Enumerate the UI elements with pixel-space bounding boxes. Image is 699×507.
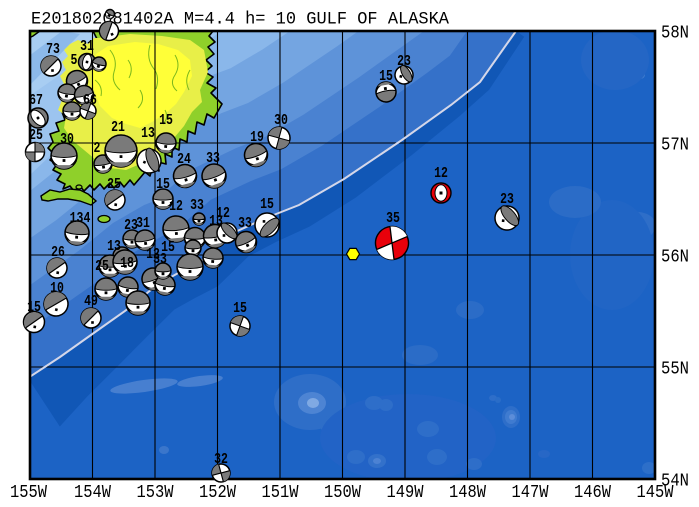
- svg-text:145W: 145W: [637, 483, 674, 503]
- svg-text:12: 12: [146, 247, 160, 263]
- svg-text:25: 25: [95, 259, 109, 275]
- svg-text:13: 13: [107, 239, 121, 255]
- svg-text:32: 32: [214, 452, 228, 468]
- svg-text:152W: 152W: [199, 483, 236, 503]
- svg-text:15: 15: [27, 300, 41, 316]
- svg-text:26: 26: [51, 245, 65, 261]
- svg-text:58N: 58N: [661, 24, 689, 44]
- svg-text:15: 15: [379, 69, 393, 85]
- svg-text:15: 15: [260, 197, 274, 213]
- svg-text:25: 25: [29, 128, 43, 144]
- svg-text:56N: 56N: [661, 248, 689, 268]
- svg-text:15: 15: [161, 240, 175, 256]
- svg-text:12: 12: [216, 206, 230, 222]
- svg-text:155W: 155W: [10, 483, 47, 503]
- svg-text:18: 18: [120, 256, 134, 272]
- svg-text:148W: 148W: [449, 483, 486, 503]
- svg-text:33: 33: [206, 151, 220, 167]
- svg-text:73: 73: [46, 42, 60, 58]
- svg-text:12: 12: [169, 199, 183, 215]
- svg-text:30: 30: [60, 132, 74, 148]
- svg-text:57N: 57N: [661, 136, 689, 156]
- svg-text:33: 33: [190, 198, 204, 214]
- svg-text:55N: 55N: [661, 360, 689, 380]
- svg-text:E201802081402A M=4.4 h= 10 GU: E201802081402A M=4.4 h= 10 GULF OF ALASK…: [31, 10, 449, 30]
- svg-text:149W: 149W: [387, 483, 424, 503]
- svg-text:146W: 146W: [574, 483, 611, 503]
- svg-text:30: 30: [274, 113, 288, 129]
- svg-text:10: 10: [50, 281, 64, 297]
- svg-text:12: 12: [434, 166, 448, 182]
- svg-text:31: 31: [136, 216, 150, 232]
- svg-text:154W: 154W: [74, 483, 111, 503]
- svg-text:5: 5: [71, 53, 78, 69]
- svg-text:23: 23: [124, 218, 138, 234]
- svg-text:15: 15: [159, 113, 173, 129]
- svg-text:15: 15: [233, 301, 247, 317]
- svg-text:24: 24: [177, 152, 191, 168]
- svg-text:25: 25: [107, 177, 121, 193]
- svg-text:23: 23: [500, 192, 514, 208]
- svg-text:33: 33: [238, 216, 252, 232]
- svg-text:134: 134: [70, 211, 91, 227]
- svg-text:151W: 151W: [262, 483, 299, 503]
- svg-text:150W: 150W: [324, 483, 361, 503]
- svg-text:66: 66: [83, 93, 97, 109]
- svg-text:19: 19: [250, 130, 264, 146]
- svg-text:67: 67: [29, 93, 43, 109]
- svg-text:2: 2: [94, 141, 101, 157]
- svg-text:15: 15: [156, 177, 170, 193]
- svg-text:35: 35: [386, 211, 400, 227]
- svg-text:147W: 147W: [512, 483, 549, 503]
- svg-text:13: 13: [209, 214, 223, 230]
- svg-text:49: 49: [84, 294, 98, 310]
- svg-text:31: 31: [80, 39, 94, 55]
- svg-text:13: 13: [141, 126, 155, 142]
- svg-text:33: 33: [153, 252, 167, 268]
- svg-text:153W: 153W: [137, 483, 174, 503]
- svg-text:54N: 54N: [661, 472, 689, 492]
- svg-text:23: 23: [397, 54, 411, 70]
- svg-text:21: 21: [111, 120, 125, 136]
